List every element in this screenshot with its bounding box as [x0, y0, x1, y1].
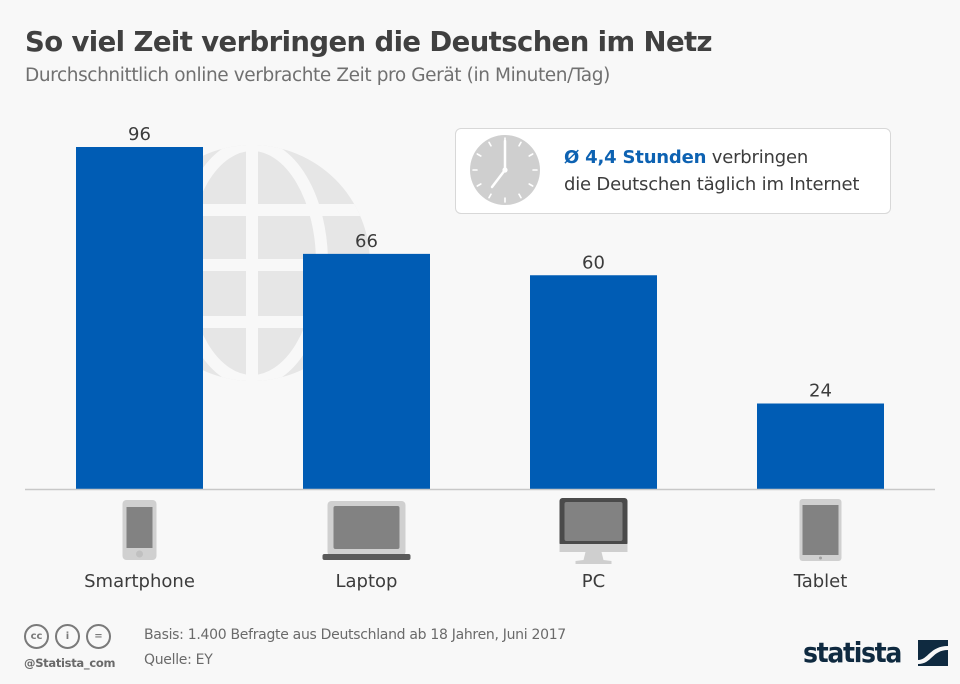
desktop-pc-icon	[559, 498, 628, 564]
statista-logo[interactable]: statista	[803, 636, 948, 669]
info-line2: die Deutschen täglich im Internet	[564, 174, 860, 195]
license-icons: cc i =	[24, 624, 111, 649]
attribution-icon[interactable]: i	[55, 624, 80, 649]
basis-note: Basis: 1.400 Befragte aus Deutschland ab…	[144, 627, 566, 643]
statista-logo-icon	[917, 639, 948, 666]
bar-value-label: 24	[809, 381, 832, 402]
chart-title: So viel Zeit verbringen die Deutschen im…	[25, 26, 713, 58]
bar-pc	[530, 275, 657, 489]
chart-subtitle: Durchschnittlich online verbrachte Zeit …	[25, 65, 610, 86]
cc-icon[interactable]: cc	[24, 624, 49, 649]
bar-tablet	[757, 403, 884, 489]
info-text: Ø 4,4 Stunden verbringen die Deutschen t…	[564, 144, 859, 198]
category-label: PC	[582, 571, 605, 592]
info-box	[455, 128, 891, 214]
logo-text: statista	[803, 636, 902, 669]
category-label: Smartphone	[84, 571, 195, 592]
clock-icon	[470, 135, 540, 205]
smartphone-icon	[122, 500, 157, 560]
statista-handle[interactable]: @Statista_com	[24, 656, 116, 670]
category-label: Tablet	[793, 571, 848, 592]
bar-laptop	[303, 253, 430, 489]
category-label: Laptop	[336, 571, 398, 592]
bar-value-label: 60	[582, 252, 605, 273]
source-note: Quelle: EY	[144, 652, 213, 668]
laptop-icon	[322, 501, 411, 560]
no-derivatives-icon[interactable]: =	[86, 624, 111, 649]
bar-value-label: 66	[355, 231, 378, 252]
info-highlight: Ø 4,4 Stunden	[564, 147, 707, 168]
tablet-icon	[799, 499, 842, 561]
bar-smartphone	[76, 147, 203, 489]
bar-value-label: 96	[128, 124, 151, 145]
info-line1: verbringen	[706, 147, 809, 168]
